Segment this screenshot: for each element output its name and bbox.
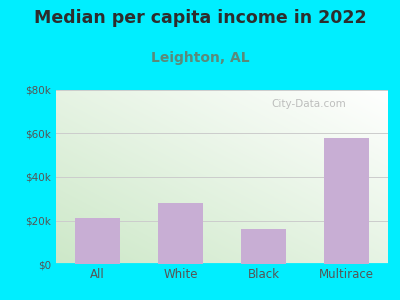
Bar [324, 138, 369, 264]
Text: Leighton, AL: Leighton, AL [151, 51, 249, 65]
Bar [241, 229, 286, 264]
Bar [75, 218, 120, 264]
Text: Median per capita income in 2022: Median per capita income in 2022 [34, 9, 366, 27]
Bar [158, 203, 203, 264]
Text: City-Data.com: City-Data.com [271, 99, 346, 109]
